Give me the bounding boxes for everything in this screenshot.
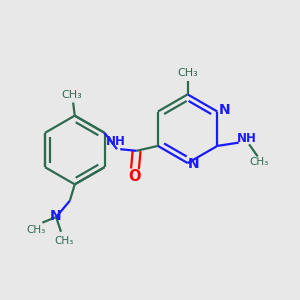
Text: CH₃: CH₃ <box>27 225 46 235</box>
Text: NH: NH <box>106 136 126 148</box>
Text: CH₃: CH₃ <box>177 68 198 78</box>
Text: CH₃: CH₃ <box>61 90 82 100</box>
Text: NH: NH <box>237 132 257 145</box>
Text: CH₃: CH₃ <box>250 157 269 167</box>
Text: CH₃: CH₃ <box>54 236 73 246</box>
Text: N: N <box>50 209 61 224</box>
Text: O: O <box>129 169 141 184</box>
Text: N: N <box>188 157 199 171</box>
Text: N: N <box>219 103 230 117</box>
